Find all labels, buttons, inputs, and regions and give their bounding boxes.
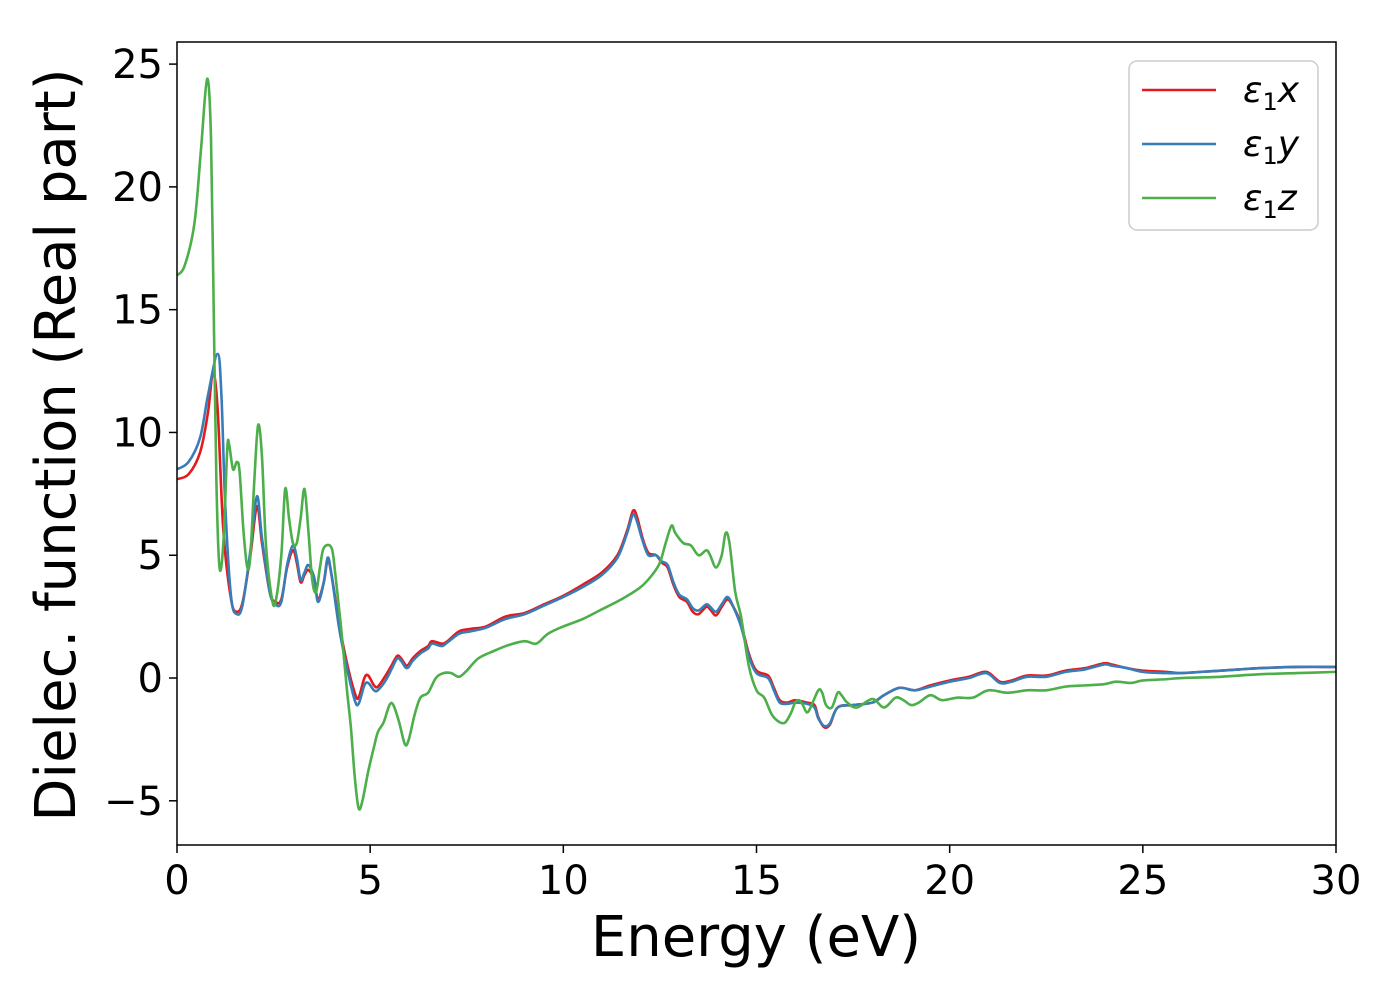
y-axis-title: Dielec. function (Real part) — [24, 68, 89, 821]
legend-label-x: ε1x — [1243, 70, 1300, 116]
y-axis: −5 0 5 10 15 20 25 — [104, 42, 177, 825]
legend: ε1x ε1y ε1z — [1128, 60, 1319, 231]
x-tick-label: 0 — [164, 858, 189, 904]
series-line-y — [177, 352, 1336, 728]
y-tick-label: 0 — [138, 656, 163, 702]
x-tick-label: 30 — [1311, 858, 1362, 904]
series-layer — [177, 77, 1336, 811]
legend-box — [1128, 60, 1319, 231]
x-axis-title: Energy (eV) — [591, 905, 921, 970]
x-axis: 0 5 10 15 20 25 30 — [164, 845, 1361, 904]
y-tick-label: 20 — [112, 165, 163, 211]
y-tick-label: 5 — [138, 533, 163, 579]
x-tick-label: 20 — [924, 858, 975, 904]
x-tick-label: 25 — [1117, 858, 1168, 904]
y-tick-label: 25 — [112, 42, 163, 88]
y-tick-label: 15 — [112, 288, 163, 334]
series-line-z — [177, 77, 1336, 811]
x-tick-label: 15 — [731, 858, 782, 904]
legend-label-y: ε1y — [1243, 124, 1300, 170]
x-tick-label: 5 — [357, 858, 382, 904]
legend-label-z: ε1z — [1243, 178, 1298, 224]
x-tick-label: 10 — [538, 858, 589, 904]
y-tick-label: 10 — [112, 410, 163, 456]
y-tick-label: −5 — [104, 779, 163, 825]
